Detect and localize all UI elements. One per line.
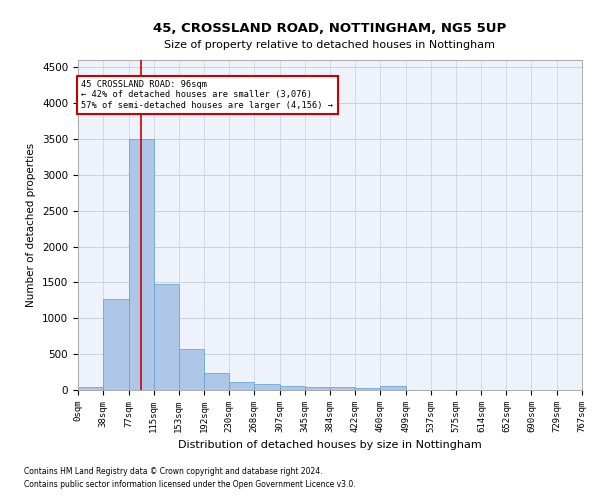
Text: 45, CROSSLAND ROAD, NOTTINGHAM, NG5 5UP: 45, CROSSLAND ROAD, NOTTINGHAM, NG5 5UP xyxy=(154,22,506,36)
Bar xyxy=(204,373,229,390)
Bar xyxy=(280,386,305,390)
Bar xyxy=(380,386,406,390)
Text: 45 CROSSLAND ROAD: 96sqm
← 42% of detached houses are smaller (3,076)
57% of sem: 45 CROSSLAND ROAD: 96sqm ← 42% of detach… xyxy=(81,80,333,110)
X-axis label: Distribution of detached houses by size in Nottingham: Distribution of detached houses by size … xyxy=(178,440,482,450)
Bar xyxy=(355,388,380,390)
Bar xyxy=(78,387,103,390)
Bar xyxy=(179,349,204,390)
Bar xyxy=(154,284,179,390)
Text: Contains public sector information licensed under the Open Government Licence v3: Contains public sector information licen… xyxy=(24,480,356,489)
Bar xyxy=(305,387,331,390)
Y-axis label: Number of detached properties: Number of detached properties xyxy=(26,143,37,307)
Text: Contains HM Land Registry data © Crown copyright and database right 2024.: Contains HM Land Registry data © Crown c… xyxy=(24,467,323,476)
Text: Size of property relative to detached houses in Nottingham: Size of property relative to detached ho… xyxy=(164,40,496,50)
Bar xyxy=(331,388,355,390)
Bar xyxy=(128,139,154,390)
Bar xyxy=(254,384,280,390)
Bar xyxy=(103,299,128,390)
Bar xyxy=(229,382,254,390)
